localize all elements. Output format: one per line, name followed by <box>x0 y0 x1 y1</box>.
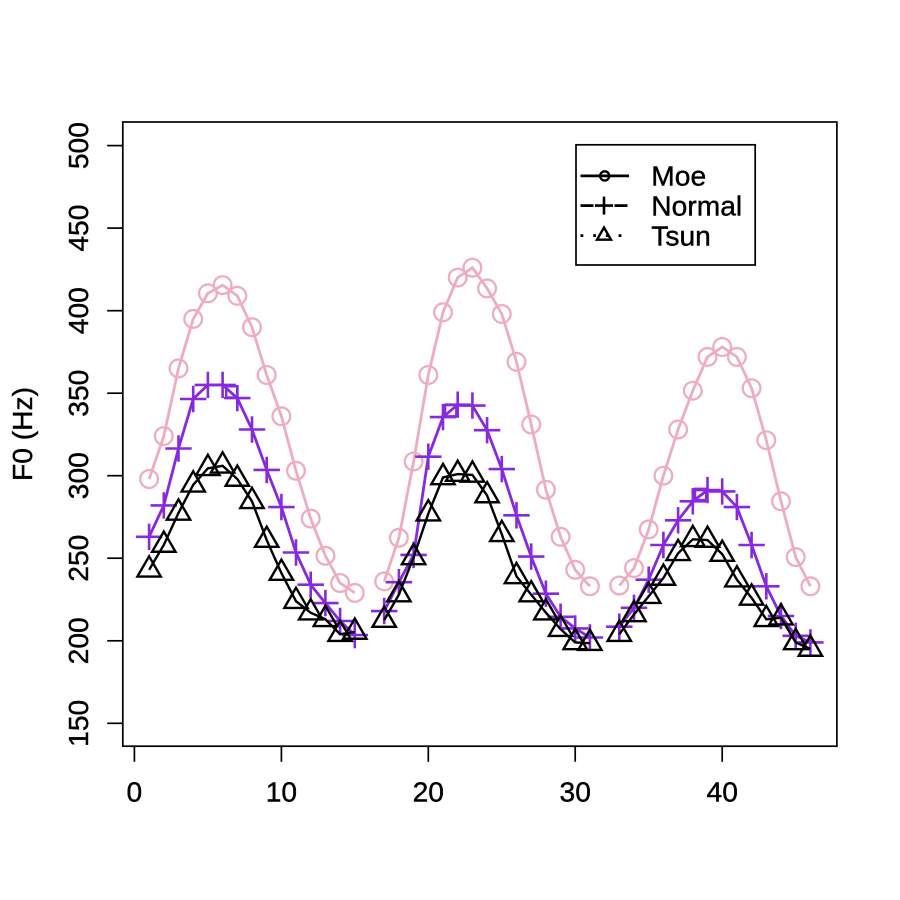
svg-text:0: 0 <box>127 776 143 808</box>
svg-text:300: 300 <box>62 452 94 499</box>
svg-text:Moe: Moe <box>651 160 706 192</box>
svg-text:10: 10 <box>266 776 297 808</box>
svg-text:20: 20 <box>413 776 444 808</box>
svg-text:200: 200 <box>62 617 94 664</box>
svg-text:30: 30 <box>560 776 591 808</box>
svg-text:150: 150 <box>62 700 94 747</box>
svg-text:F0 (Hz): F0 (Hz) <box>6 387 38 481</box>
svg-text:40: 40 <box>707 776 738 808</box>
svg-text:450: 450 <box>62 205 94 252</box>
svg-text:350: 350 <box>62 370 94 417</box>
svg-text:Tsun: Tsun <box>651 219 711 251</box>
svg-text:250: 250 <box>62 535 94 582</box>
svg-text:500: 500 <box>62 122 94 169</box>
svg-text:Normal: Normal <box>651 189 742 221</box>
svg-text:400: 400 <box>62 287 94 334</box>
